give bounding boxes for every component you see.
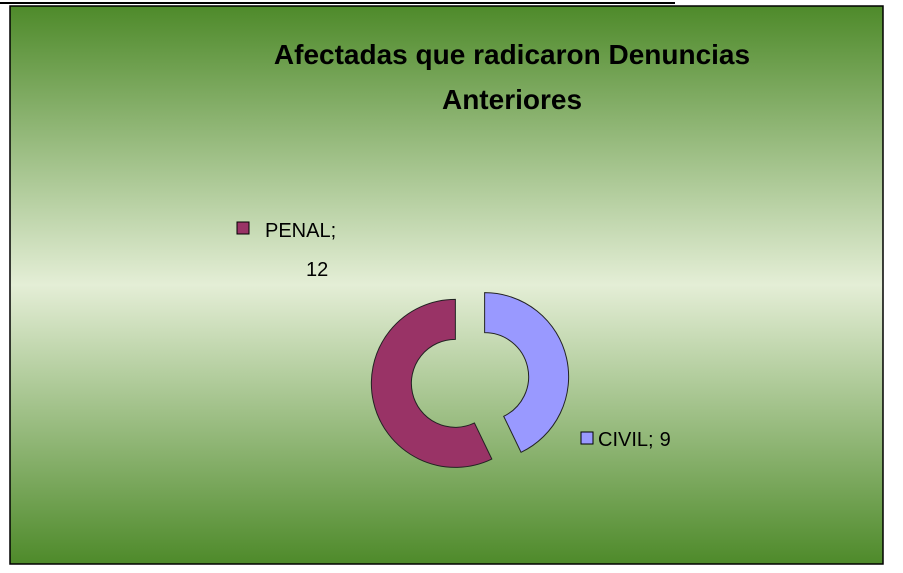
label-swatch (236, 221, 250, 235)
label-value: 9 (660, 429, 671, 451)
label-category: CIVIL (598, 429, 648, 451)
label-value: 12 (306, 259, 328, 281)
data-label: CIVIL; 9 (598, 429, 671, 451)
donut-slice (484, 292, 570, 454)
donut-slice (370, 298, 493, 468)
chart-area (9, 5, 884, 565)
data-label: PENAL; 12 (265, 220, 336, 281)
chart-title-line: Anteriores (442, 84, 582, 115)
label-separator: ; (331, 220, 337, 242)
chart-title: Afectadas que radicaron Denuncias Anterio… (274, 39, 750, 115)
label-category: PENAL (265, 220, 331, 242)
label-swatch (580, 431, 594, 445)
chart-title-line: Afectadas que radicaron Denuncias (274, 39, 750, 70)
label-separator: ; (648, 429, 654, 451)
